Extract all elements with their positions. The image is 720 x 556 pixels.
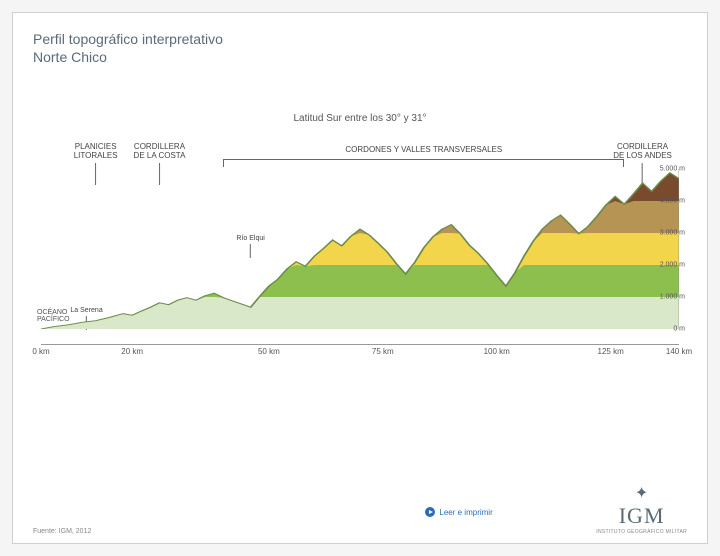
y-tick: 0 m xyxy=(673,326,685,333)
x-tick: 125 km xyxy=(598,347,624,356)
page-subtitle: Norte Chico xyxy=(33,49,687,65)
page-title: Perfil topográfico interpretativo xyxy=(33,31,687,49)
x-tick: 0 km xyxy=(32,347,49,356)
y-tick: 2.000 m xyxy=(660,262,685,269)
ocean-label-line2: PACÍFICO xyxy=(37,316,70,323)
play-icon xyxy=(425,507,435,517)
ocean-label: OCÉANO PACÍFICO xyxy=(37,309,70,324)
link-label: Leer e imprimir xyxy=(439,508,492,517)
x-axis: 0 km20 km50 km75 km100 km125 km140 km xyxy=(41,344,679,345)
logo-text: IGM xyxy=(596,503,687,529)
bracket-span xyxy=(223,159,624,167)
latitude-caption: Latitud Sur entre los 30° y 31° xyxy=(41,113,679,124)
x-tick: 140 km xyxy=(666,347,692,356)
y-tick: 1.000 m xyxy=(660,294,685,301)
source-text: Fuente: IGM, 2012 xyxy=(33,528,91,535)
x-tick: 100 km xyxy=(484,347,510,356)
profile-svg xyxy=(41,169,679,329)
compass-icon: ✦ xyxy=(596,483,687,503)
y-tick: 4.000 m xyxy=(660,198,685,205)
x-tick: 50 km xyxy=(258,347,280,356)
read-print-link[interactable]: Leer e imprimir xyxy=(425,507,492,517)
bracket-label: CORDONES Y VALLES TRANSVERSALES xyxy=(345,145,502,154)
topographic-profile-chart: Latitud Sur entre los 30° y 31° PLANICIE… xyxy=(41,113,679,383)
logo-subtitle: INSTITUTO GEOGRÁFICO MILITAR xyxy=(596,529,687,535)
x-tick: 75 km xyxy=(372,347,394,356)
y-tick: 3.000 m xyxy=(660,230,685,237)
igm-logo: ✦ IGM INSTITUTO GEOGRÁFICO MILITAR xyxy=(596,483,687,535)
document-page: Perfil topográfico interpretativo Norte … xyxy=(12,12,708,544)
y-tick: 5.000 m xyxy=(660,166,685,173)
x-tick: 20 km xyxy=(121,347,143,356)
footer: Fuente: IGM, 2012 Leer e imprimir ✦ IGM … xyxy=(33,495,687,535)
